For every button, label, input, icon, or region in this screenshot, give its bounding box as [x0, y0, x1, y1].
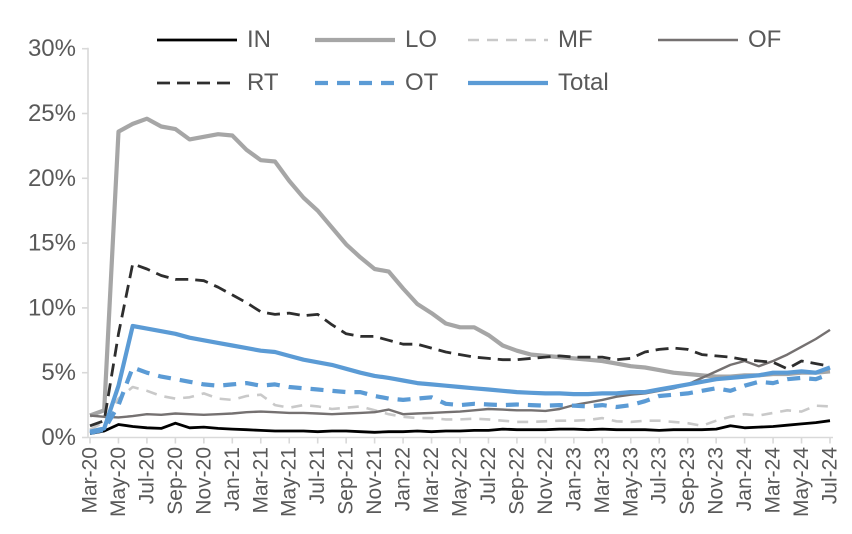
legend-item-mf: MF: [467, 27, 593, 53]
x-tick-label: Jul-23: [648, 447, 671, 504]
legend-label-in: IN: [247, 26, 271, 53]
x-tick-label: Jan-21: [221, 447, 244, 511]
y-tick-label: 10%: [28, 294, 76, 321]
legend-line-sample-mf: [468, 38, 548, 42]
chart-legend: IN LO MF OF RT OT Total: [0, 0, 852, 110]
x-tick-label: Mar-23: [591, 447, 614, 514]
legend-item-total: Total: [467, 70, 609, 96]
x-tick-label: Mar-24: [762, 447, 785, 514]
x-tick-label: May-24: [790, 447, 813, 517]
x-axis-labels: Mar-20 May-20 Jul-20 Sep-20 Nov-20 Jan-21 Mar-…: [79, 437, 842, 517]
x-tick-label: Jan-24: [733, 447, 756, 512]
x-tick-label: Nov-20: [192, 447, 215, 515]
x-tick-label: Nov-22: [534, 447, 557, 515]
x-tick-label: Nov-21: [363, 447, 386, 515]
x-tick-label: Jan-22: [392, 447, 415, 511]
x-tick-label: Nov-23: [705, 447, 728, 515]
y-tick-label: 0%: [41, 424, 76, 451]
legend-item-of: OF: [657, 27, 781, 53]
legend-line-sample-rt: [157, 81, 237, 85]
x-tick-label: Jan-23: [562, 447, 585, 511]
x-tick-label: Mar-20: [79, 447, 102, 514]
x-tick-label: Sep-20: [164, 447, 187, 515]
x-tick-label: May-22: [449, 447, 472, 517]
y-axis-labels: 0% 5% 10% 15% 20% 25% 30%: [28, 35, 88, 451]
x-tick-label: May-21: [278, 447, 301, 517]
series-line-mf: [89, 385, 831, 431]
legend-label-ot: OT: [405, 69, 439, 96]
legend-item-lo: LO: [314, 27, 437, 53]
x-tick-label: Jul-21: [306, 447, 329, 504]
x-tick-label: Jul-24: [819, 447, 842, 505]
x-tick-label: May-23: [619, 447, 642, 517]
x-tick-label: Mar-22: [420, 447, 443, 514]
legend-item-rt: RT: [156, 70, 279, 96]
x-tick-label: Mar-21: [249, 447, 272, 514]
legend-label-of: OF: [748, 26, 782, 53]
series-line-total: [89, 323, 831, 434]
x-tick-label: Sep-23: [676, 447, 699, 515]
series-line-of: [89, 328, 831, 419]
legend-label-lo: LO: [405, 26, 438, 53]
legend-item-ot: OT: [314, 70, 438, 96]
y-tick-label: 20%: [28, 165, 76, 192]
y-tick-label: 25%: [28, 100, 76, 127]
x-tick-label: Sep-21: [335, 447, 358, 515]
legend-line-sample-total: [468, 80, 548, 86]
y-tick-label: 15%: [28, 230, 76, 257]
legend-line-sample-of: [658, 38, 738, 42]
legend-item-in: IN: [156, 27, 271, 53]
legend-line-sample-in: [157, 38, 237, 42]
series-line-rt: [89, 262, 831, 428]
x-tick-label: Jul-22: [477, 447, 500, 504]
y-tick-label: 30%: [28, 35, 76, 62]
x-tick-label: Jul-20: [135, 447, 158, 504]
legend-label-total: Total: [558, 69, 609, 96]
y-tick-label: 5%: [41, 359, 76, 386]
legend-line-sample-lo: [315, 37, 395, 43]
series-line-ot: [89, 365, 831, 436]
x-tick-label: May-20: [107, 447, 130, 517]
legend-label-rt: RT: [247, 69, 279, 96]
series-line-in: [89, 419, 831, 435]
legend-line-sample-ot: [315, 80, 395, 86]
x-tick-label: Sep-22: [505, 447, 528, 515]
legend-label-mf: MF: [558, 26, 593, 53]
